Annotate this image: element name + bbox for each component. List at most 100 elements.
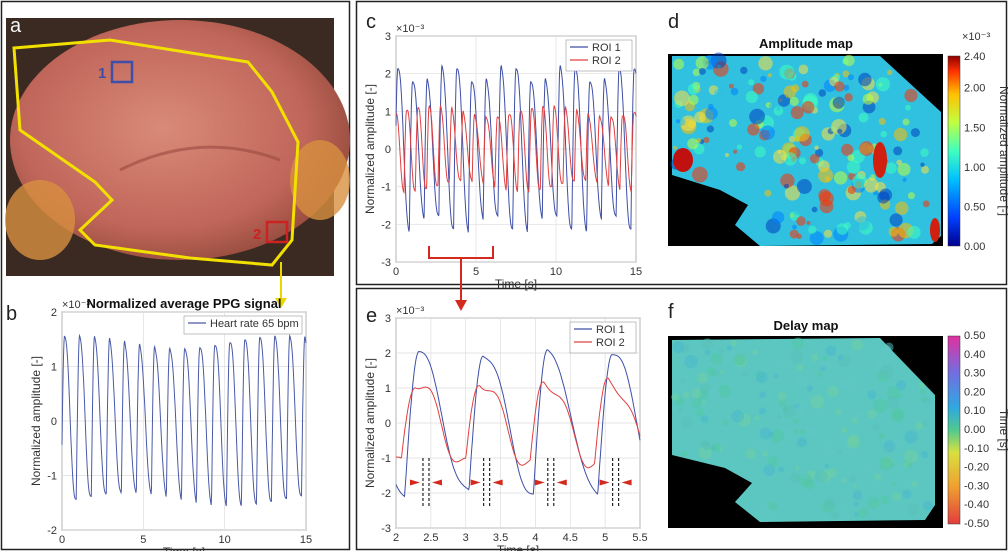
amplitude-texture: [902, 177, 907, 182]
chart-c-ytick: -3: [381, 257, 391, 269]
amplitude-texture: [873, 101, 883, 111]
delay-texture: [879, 457, 893, 471]
delay-texture: [718, 384, 731, 398]
chart-c: 0 5 10 15 -3 -2 -1 0 1 2 3 Time [s] Normalized ampli…: [363, 23, 642, 291]
delay-texture: [920, 389, 926, 395]
delay-texture: [681, 379, 685, 384]
amplitude-texture: [834, 81, 845, 92]
delay-arrow-left: [534, 479, 545, 486]
panel-label-e: e: [366, 305, 377, 327]
delay-texture: [911, 480, 918, 488]
colorbar-f-tick: -0.10: [964, 443, 989, 455]
delay-texture: [793, 429, 799, 435]
amplitude-texture: [836, 223, 849, 235]
delay-texture: [867, 409, 877, 419]
delay-texture: [790, 349, 804, 364]
delay-texture: [791, 337, 805, 350]
delay-texture: [799, 429, 806, 436]
delay-texture: [892, 408, 904, 420]
amplitude-texture: [794, 126, 810, 142]
amplitude-texture: [801, 101, 815, 114]
amplitude-texture: [801, 80, 809, 88]
amplitude-texture: [887, 69, 893, 76]
amplitude-texture: [814, 145, 819, 151]
amplitude-texture: [780, 173, 795, 188]
delay-texture: [892, 481, 897, 486]
chart-e-ytick: 3: [385, 313, 391, 325]
amplitude-texture: [768, 103, 775, 110]
left-frame: [0, 0, 351, 551]
amplitude-texture: [760, 125, 775, 140]
panel-label-d: d: [668, 11, 679, 33]
delay-texture: [834, 408, 842, 416]
amplitude-texture: [747, 123, 760, 136]
amplitude-texture: [888, 187, 904, 203]
delay-texture: [847, 436, 860, 449]
delay-texture: [778, 466, 785, 473]
zoom-bracket: [428, 246, 494, 311]
amplitude-texture: [796, 233, 802, 239]
panel-label-c: c: [366, 11, 376, 33]
amplitude-texture: [885, 162, 897, 174]
amplitude-texture: [673, 58, 685, 70]
chart-e-xtick: 5.5: [632, 532, 647, 544]
chart-e-legend-label: ROI 1: [596, 324, 625, 336]
colorbar-f-tick: 0.30: [964, 368, 985, 380]
amplitude-texture: [760, 75, 767, 82]
chart-e-exponent: ×10⁻³: [396, 305, 424, 317]
amplitude-texture: [810, 218, 820, 228]
delay-texture: [852, 490, 863, 500]
delay-texture: [851, 339, 863, 351]
amplitude-texture: [776, 106, 781, 111]
delay-texture: [817, 371, 824, 378]
amplitude-texture: [673, 145, 677, 150]
delay-texture: [782, 404, 797, 419]
delay-texture: [887, 386, 900, 400]
amplitude-texture: [833, 171, 848, 185]
delay-texture: [719, 348, 725, 354]
chart-c-xlabel: Time [s]: [495, 277, 537, 291]
delay-texture: [852, 483, 858, 489]
delay-texture: [810, 395, 825, 409]
delay-texture: [777, 391, 787, 401]
delay-texture: [745, 448, 757, 460]
colorbar-f-label: Time [s]: [997, 409, 1008, 451]
amplitude-texture: [837, 128, 843, 134]
delay-arrow-right: [556, 479, 567, 486]
delay-texture: [762, 450, 768, 457]
delay-texture: [797, 437, 807, 447]
delay-texture: [827, 385, 839, 398]
amplitude-texture: [905, 104, 911, 111]
amplitude-texture: [728, 83, 734, 89]
colorbar-d-tick: 2.00: [964, 83, 985, 95]
delay-texture: [733, 353, 746, 366]
colorbar-f-tick: -0.20: [964, 462, 989, 474]
amplitude-texture: [749, 108, 765, 125]
delay-texture: [902, 489, 912, 499]
amplitude-texture: [875, 77, 891, 92]
chart-e-legend-label: ROI 2: [596, 337, 625, 349]
amplitude-colorbar: ×10⁻³ 0.00 0.50 1.00 1.50 2.00 2.40 Normalize…: [947, 31, 1008, 253]
chart-e: 2 2.5 3 3.5 4 4.5 5 5.5 -3 -2 -1 0 1 2 3 Time [s] Normal…: [363, 305, 648, 551]
delay-texture: [849, 475, 856, 483]
delay-texture: [904, 430, 918, 444]
delay-texture: [672, 341, 685, 354]
chart-c-xtick: 15: [630, 266, 642, 278]
colorbar-d-tick: 0.00: [964, 241, 985, 253]
amplitude-texture: [688, 94, 699, 105]
delay-texture: [754, 415, 760, 421]
amplitude-texture: [789, 229, 799, 239]
amplitude-texture: [796, 216, 806, 226]
delay-texture: [684, 354, 698, 369]
amplitude-texture: [832, 96, 845, 109]
chart-c-ytick: 1: [385, 106, 391, 118]
chart-b-legend-box: [183, 315, 303, 335]
amplitude-texture: [706, 125, 715, 133]
amplitude-texture: [843, 54, 855, 67]
delay-texture: [827, 468, 838, 478]
delay-texture: [731, 410, 744, 423]
amplitude-texture: [855, 216, 870, 231]
delay-texture: [681, 416, 693, 429]
amplitude-texture: [831, 119, 847, 135]
chart-e-xtick: 4: [532, 532, 538, 544]
